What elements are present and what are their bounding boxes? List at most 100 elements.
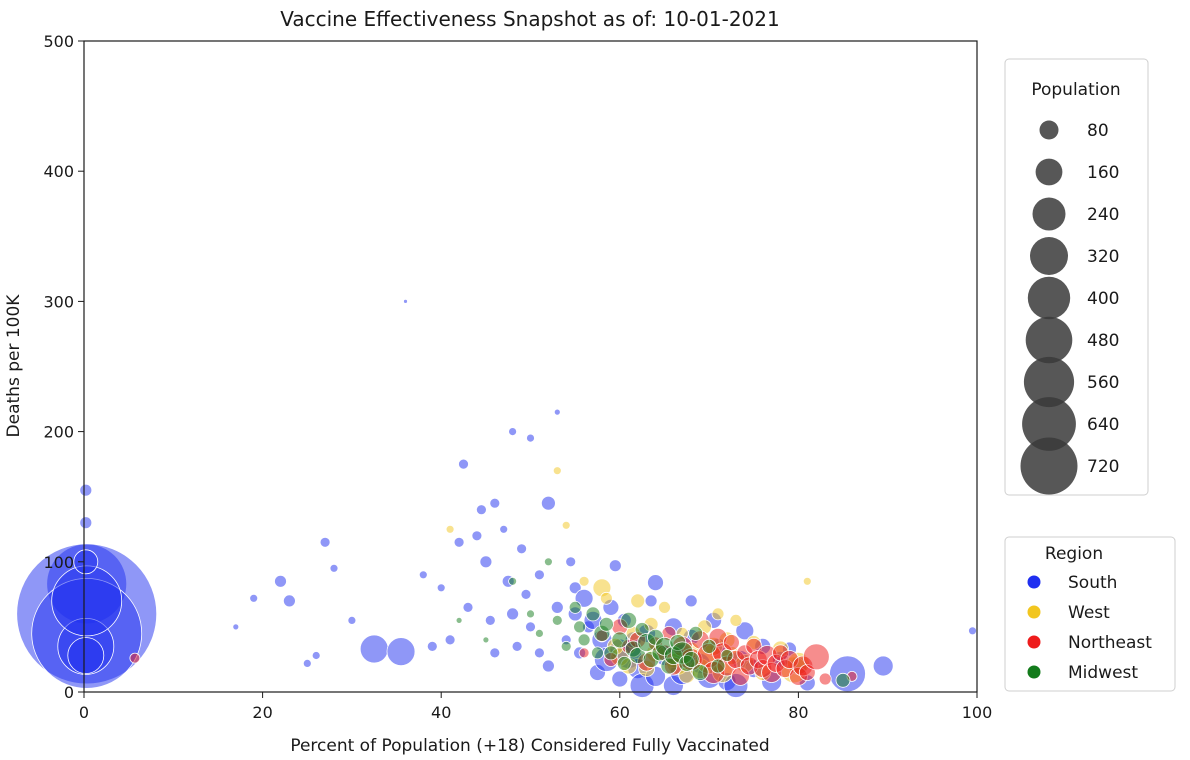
size-legend-label: 240 bbox=[1087, 205, 1119, 225]
point-south-19 bbox=[386, 637, 416, 666]
point-midwest-34 bbox=[691, 664, 709, 681]
point-south-50 bbox=[565, 556, 577, 568]
point-midwest-11 bbox=[585, 606, 601, 622]
plot-frame bbox=[83, 40, 978, 693]
point-south-40 bbox=[520, 589, 532, 600]
point-south-87 bbox=[735, 621, 755, 641]
point-south-24 bbox=[444, 634, 456, 646]
y-tick-label: 100 bbox=[43, 553, 74, 572]
point-midwest-16 bbox=[611, 631, 629, 649]
point-south-47 bbox=[553, 408, 561, 416]
point-midwest-14 bbox=[599, 616, 614, 632]
point-south-16 bbox=[329, 563, 339, 573]
point-northeast-0 bbox=[129, 652, 141, 664]
point-midwest-9 bbox=[573, 620, 586, 634]
point-south-70 bbox=[644, 594, 658, 608]
point-west-24 bbox=[711, 607, 725, 621]
region-legend-box bbox=[1004, 536, 1176, 692]
size-legend-marker bbox=[1035, 158, 1063, 186]
point-south-34 bbox=[499, 524, 509, 534]
point-west-0 bbox=[445, 524, 455, 534]
region-legend-marker-south bbox=[1027, 575, 1041, 589]
region-legend-label-south: South bbox=[1068, 573, 1117, 593]
point-midwest-18 bbox=[620, 612, 638, 629]
size-legend-label: 640 bbox=[1087, 415, 1119, 435]
point-south-37 bbox=[508, 427, 517, 437]
point-south-97 bbox=[968, 626, 977, 636]
point-midwest-33 bbox=[688, 626, 704, 641]
region-legend-label-midwest: Midwest bbox=[1068, 663, 1138, 683]
point-south-61 bbox=[608, 559, 622, 573]
x-tick-label: 60 bbox=[610, 703, 630, 722]
point-south-23 bbox=[436, 583, 446, 593]
point-midwest-4 bbox=[535, 629, 544, 638]
point-south-0 bbox=[79, 483, 93, 497]
x-tick-label: 80 bbox=[788, 703, 808, 722]
size-legend-label: 720 bbox=[1087, 457, 1119, 477]
point-south-8 bbox=[79, 516, 93, 530]
point-south-11 bbox=[274, 574, 287, 588]
size-legend-marker bbox=[1039, 120, 1059, 140]
scatter-points bbox=[16, 298, 977, 698]
point-south-28 bbox=[471, 530, 483, 542]
point-south-72 bbox=[647, 574, 664, 591]
region-legend-label-northeast: Northeast bbox=[1068, 633, 1152, 653]
point-west-2 bbox=[561, 520, 571, 530]
point-midwest-36 bbox=[710, 658, 726, 674]
point-midwest-5 bbox=[544, 557, 553, 567]
size-legend: Population 80 160 240 320 400 480 560 640 720 bbox=[1004, 58, 1149, 496]
point-west-14 bbox=[658, 601, 671, 614]
point-midwest-37 bbox=[720, 649, 734, 662]
point-south-7 bbox=[73, 549, 99, 575]
point-south-38 bbox=[511, 641, 523, 652]
point-south-45 bbox=[541, 495, 556, 511]
point-south-9 bbox=[232, 623, 240, 631]
point-south-36 bbox=[506, 607, 519, 621]
point-south-27 bbox=[462, 602, 474, 613]
size-legend-label: 80 bbox=[1087, 121, 1109, 141]
size-legend-marker bbox=[1023, 356, 1075, 408]
size-legend-label: 560 bbox=[1087, 373, 1119, 393]
point-south-42 bbox=[525, 621, 536, 633]
point-west-1 bbox=[552, 466, 562, 476]
x-axis-label: Percent of Population (+18) Considered F… bbox=[290, 736, 769, 756]
point-south-32 bbox=[489, 497, 501, 509]
region-legend-marker-west bbox=[1027, 605, 1041, 619]
point-midwest-17 bbox=[616, 656, 632, 671]
point-south-20 bbox=[403, 298, 408, 304]
y-tick-label: 200 bbox=[43, 423, 74, 442]
size-legend-marker bbox=[1022, 397, 1076, 451]
point-south-30 bbox=[479, 555, 493, 569]
point-west-3 bbox=[578, 575, 590, 587]
point-south-13 bbox=[302, 659, 312, 668]
point-south-18 bbox=[359, 634, 389, 664]
y-tick-label: 500 bbox=[43, 32, 74, 51]
point-west-10 bbox=[630, 593, 646, 609]
region-legend-marker-midwest bbox=[1027, 665, 1041, 679]
x-axis: 0 20 40 60 80 100 bbox=[79, 692, 992, 722]
point-midwest-6 bbox=[551, 615, 563, 626]
point-midwest-15 bbox=[603, 645, 619, 661]
point-south-6 bbox=[51, 565, 123, 637]
point-midwest-32 bbox=[682, 651, 700, 668]
point-south-31 bbox=[484, 615, 496, 626]
point-south-5 bbox=[67, 637, 105, 674]
size-legend-label: 480 bbox=[1087, 331, 1119, 351]
point-south-21 bbox=[418, 570, 428, 580]
size-legend-label: 160 bbox=[1087, 163, 1119, 183]
chart-title: Vaccine Effectiveness Snapshot as of: 10… bbox=[280, 7, 779, 31]
point-midwest-35 bbox=[701, 639, 717, 654]
point-south-22 bbox=[426, 641, 438, 652]
size-legend-marker bbox=[1020, 437, 1078, 495]
region-legend-title: Region bbox=[1045, 544, 1103, 564]
point-west-35 bbox=[802, 576, 812, 586]
point-northeast-20 bbox=[723, 634, 740, 651]
size-legend-title: Population bbox=[1031, 80, 1120, 100]
point-south-48 bbox=[550, 601, 564, 614]
size-legend-marker bbox=[1030, 237, 1068, 275]
region-legend-marker-northeast bbox=[1027, 635, 1041, 649]
point-midwest-10 bbox=[577, 633, 591, 647]
point-northeast-37 bbox=[802, 643, 830, 671]
y-tick-label: 300 bbox=[43, 292, 74, 311]
point-south-62 bbox=[611, 670, 629, 688]
